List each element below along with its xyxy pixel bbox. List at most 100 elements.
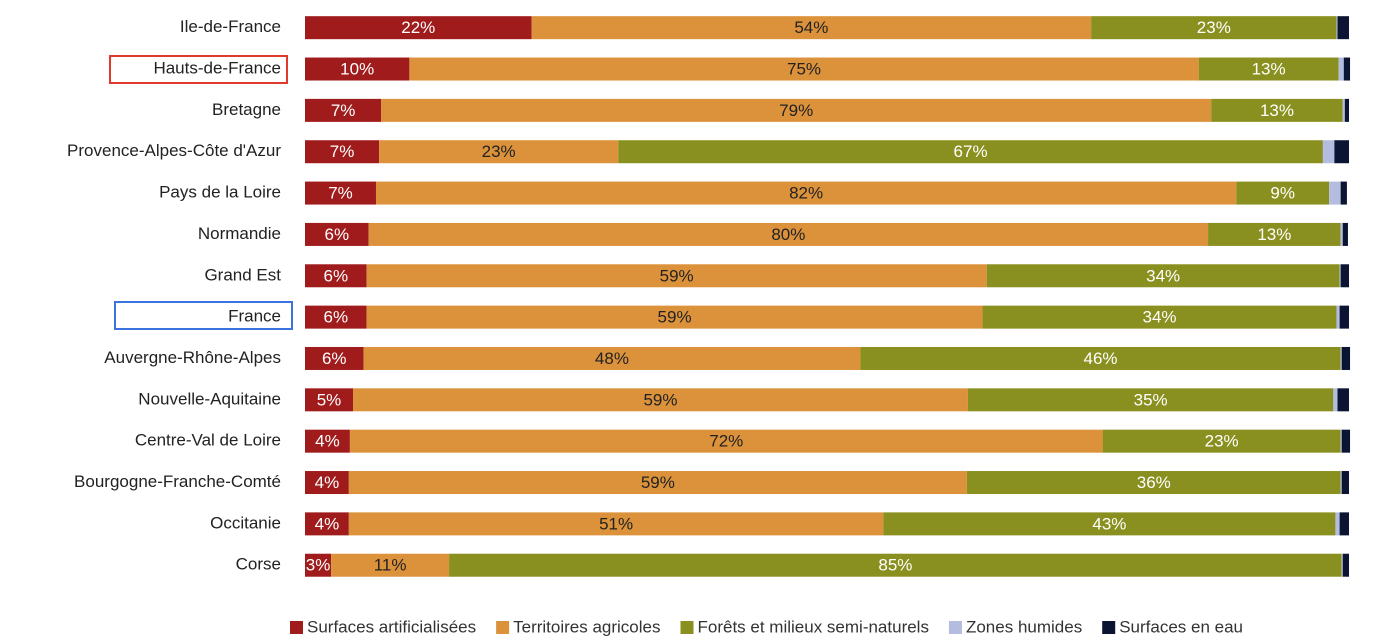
value-label: 67% (954, 142, 988, 161)
bar-segment (1344, 98, 1349, 122)
category-label: Centre-Val de Loire (135, 431, 281, 450)
bar-segment (1334, 140, 1349, 164)
bar-segment (1336, 305, 1340, 329)
bar-segment (1343, 57, 1351, 81)
value-label: 6% (324, 308, 349, 327)
value-label: 72% (709, 432, 743, 451)
value-label: 59% (658, 308, 692, 327)
category-label: Bourgogne-Franche-Comté (74, 472, 281, 491)
category-label: Grand Est (204, 265, 281, 284)
bar-segment (1339, 264, 1341, 288)
bar-segment (353, 388, 968, 412)
highlight-box (114, 301, 293, 330)
value-label: 80% (771, 225, 805, 244)
bar-segment (1336, 16, 1338, 40)
bar-segment (305, 222, 369, 246)
bar-segment (305, 181, 376, 205)
bar-segment (1340, 471, 1342, 495)
bar-segment (531, 16, 1092, 40)
bar-segment (982, 305, 1337, 329)
value-label: 54% (794, 18, 828, 37)
value-label: 23% (1205, 432, 1239, 451)
value-label: 13% (1252, 60, 1286, 79)
bar-segment (883, 512, 1336, 536)
bar-segment (1341, 471, 1349, 495)
category-label: France (228, 307, 281, 326)
legend-swatch (289, 621, 303, 634)
bar-segment (1198, 57, 1339, 81)
value-label: 13% (1260, 101, 1294, 120)
value-label: 46% (1084, 349, 1118, 368)
bar-segment (1342, 553, 1349, 577)
legend-label: Territoires agricoles (513, 617, 660, 636)
value-label: 59% (641, 473, 675, 492)
value-label: 6% (324, 266, 349, 285)
value-label: 23% (482, 142, 516, 161)
bar-segment (305, 98, 382, 122)
value-label: 4% (315, 473, 340, 492)
bar-segment (967, 388, 1334, 412)
bar-segment (305, 553, 332, 577)
bar-segment (1339, 305, 1349, 329)
value-label: 43% (1092, 514, 1126, 533)
bar-segment (375, 181, 1237, 205)
value-label: 48% (595, 349, 629, 368)
bar-segment (1340, 429, 1342, 453)
value-label: 34% (1146, 266, 1180, 285)
bar-segment (986, 264, 1340, 288)
value-label: 3% (306, 556, 331, 575)
bar-segment (449, 553, 1342, 577)
legend-label: Surfaces artificialisées (307, 617, 476, 636)
value-label: 9% (1270, 184, 1295, 203)
legend-swatch (680, 621, 694, 634)
bar-segment (348, 512, 884, 536)
bar-segment (1340, 222, 1343, 246)
bar-segment (409, 57, 1199, 81)
legend-label: Surfaces en eau (1119, 617, 1243, 636)
bar-segment (966, 471, 1341, 495)
category-label: Normandie (198, 224, 281, 243)
bar-segment (1337, 16, 1349, 40)
value-label: 36% (1137, 473, 1171, 492)
bar-segment (379, 140, 619, 164)
value-label: 6% (325, 225, 350, 244)
bar-segment (1208, 222, 1341, 246)
category-label: Ile-de-France (180, 17, 281, 36)
bar-segment (1340, 346, 1342, 370)
bar-segment (1337, 388, 1349, 412)
highlight-box (109, 55, 288, 84)
category-label: Corse (236, 555, 281, 574)
bar-segment (1211, 98, 1343, 122)
bar-segment (368, 222, 1209, 246)
category-label: Nouvelle-Aquitaine (138, 389, 281, 408)
bar-segment (305, 429, 350, 453)
bar-segment (1091, 16, 1337, 40)
bar-segment (1342, 222, 1348, 246)
bar-segment (305, 388, 354, 412)
value-label: 79% (779, 101, 813, 120)
bar-segment (1329, 181, 1341, 205)
bar-segment (1339, 512, 1349, 536)
bar-segment (366, 264, 987, 288)
value-label: 82% (789, 184, 823, 203)
bar-segment (1341, 553, 1343, 577)
bar-segment (305, 471, 349, 495)
bar-segment (305, 140, 380, 164)
legend-swatch (1102, 621, 1116, 634)
value-label: 51% (599, 514, 633, 533)
value-label: 11% (374, 556, 407, 575)
bar-segment (618, 140, 1323, 164)
value-label: 7% (330, 142, 355, 161)
bar-segment (1340, 181, 1347, 205)
bar-segment (305, 264, 367, 288)
bar-segment (860, 346, 1341, 370)
bar-segment (305, 305, 367, 329)
legend-label: Forêts et milieux semi-naturels (698, 617, 929, 636)
bar-segment (381, 98, 1212, 122)
bar-segment (1333, 388, 1338, 412)
bar-segment (305, 512, 349, 536)
value-label: 23% (1197, 18, 1231, 37)
value-label: 4% (315, 432, 340, 451)
value-label: 4% (315, 514, 340, 533)
